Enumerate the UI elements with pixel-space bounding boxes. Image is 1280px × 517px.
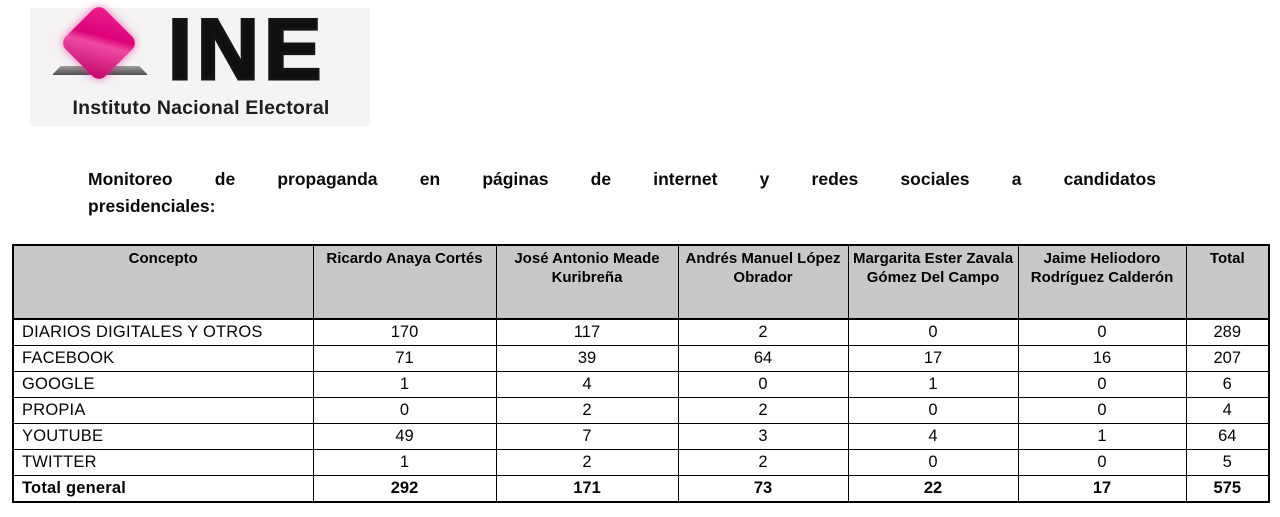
value-cell: 0: [677, 370, 849, 398]
column-header-total: Total: [1185, 244, 1270, 320]
value-cell: 1: [312, 448, 497, 476]
propaganda-monitoring-table-wrapper: Concepto Ricardo Anaya Cortés José Anton…: [12, 244, 1270, 503]
total-cell: 64: [1185, 422, 1270, 450]
page-title-line2: presidenciales:: [88, 196, 216, 216]
total-cell: 289: [1185, 318, 1270, 346]
total-cell: 5: [1185, 448, 1270, 476]
header-row: Concepto Ricardo Anaya Cortés José Anton…: [12, 244, 1270, 320]
value-cell: 17: [1017, 474, 1187, 503]
concepto-cell: DIARIOS DIGITALES Y OTROS: [12, 318, 314, 346]
value-cell: 1: [312, 370, 497, 398]
value-cell: 0: [1017, 448, 1187, 476]
table-row-diarios: DIARIOS DIGITALES Y OTROS 170 117 2 0 0 …: [12, 318, 1270, 346]
table-row-youtube: YOUTUBE 49 7 3 4 1 64: [12, 422, 1270, 450]
column-header-candidate-rodriguez: Jaime Heliodoro Rodríguez Calderón: [1017, 244, 1187, 320]
value-cell: 0: [847, 448, 1019, 476]
page-title-line1: Monitoreo de propaganda en páginas de in…: [88, 169, 1156, 189]
concepto-cell: GOOGLE: [12, 370, 314, 398]
value-cell: 117: [495, 318, 679, 346]
column-header-candidate-zavala: Margarita Ester Zavala Gómez Del Campo: [847, 244, 1019, 320]
total-cell: 6: [1185, 370, 1270, 398]
value-cell: 0: [1017, 318, 1187, 346]
value-cell: 292: [312, 474, 497, 503]
table-row-propia: PROPIA 0 2 2 0 0 4: [12, 396, 1270, 424]
value-cell: 4: [847, 422, 1019, 450]
value-cell: 49: [312, 422, 497, 450]
value-cell: 17: [847, 344, 1019, 372]
table-row-facebook: FACEBOOK 71 39 64 17 16 207: [12, 344, 1270, 372]
ine-acronym: INE: [166, 1, 327, 100]
propaganda-monitoring-table: Concepto Ricardo Anaya Cortés José Anton…: [12, 244, 1270, 503]
value-cell: 7: [495, 422, 679, 450]
ballot-box-emblem: [38, 3, 168, 104]
value-cell: 170: [312, 318, 497, 346]
value-cell: 171: [495, 474, 679, 503]
ine-subtitle: Instituto Nacional Electoral: [72, 97, 330, 119]
value-cell: 2: [677, 448, 849, 476]
value-cell: 2: [495, 448, 679, 476]
total-cell: 207: [1185, 344, 1270, 372]
column-header-candidate-anaya: Ricardo Anaya Cortés: [312, 244, 497, 320]
value-cell: 3: [677, 422, 849, 450]
total-cell: 4: [1185, 396, 1270, 424]
table-row-total-general: Total general 292 171 73 22 17 575: [12, 474, 1270, 503]
concepto-cell: Total general: [12, 474, 314, 503]
value-cell: 1: [847, 370, 1019, 398]
value-cell: 2: [677, 396, 849, 424]
ine-logo: INE Instituto Nacional Electoral: [30, 1, 370, 126]
table-body: DIARIOS DIGITALES Y OTROS 170 117 2 0 0 …: [12, 318, 1270, 503]
total-cell: 575: [1185, 474, 1270, 503]
value-cell: 64: [677, 344, 849, 372]
table-row-google: GOOGLE 1 4 0 1 0 6: [12, 370, 1270, 398]
value-cell: 0: [1017, 370, 1187, 398]
value-cell: 4: [495, 370, 679, 398]
value-cell: 0: [847, 396, 1019, 424]
value-cell: 16: [1017, 344, 1187, 372]
concepto-cell: PROPIA: [12, 396, 314, 424]
page-title: Monitoreo de propaganda en páginas de in…: [88, 166, 1156, 220]
table-row-twitter: TWITTER 1 2 2 0 0 5: [12, 448, 1270, 476]
concepto-cell: TWITTER: [12, 448, 314, 476]
column-header-candidate-meade: José Antonio Meade Kuribreña: [495, 244, 679, 320]
value-cell: 39: [495, 344, 679, 372]
value-cell: 73: [677, 474, 849, 503]
value-cell: 22: [847, 474, 1019, 503]
column-header-concepto: Concepto: [12, 244, 314, 320]
concepto-cell: YOUTUBE: [12, 422, 314, 450]
value-cell: 0: [847, 318, 1019, 346]
value-cell: 71: [312, 344, 497, 372]
value-cell: 1: [1017, 422, 1187, 450]
column-header-candidate-lopez-obrador: Andrés Manuel López Obrador: [677, 244, 849, 320]
concepto-cell: FACEBOOK: [12, 344, 314, 372]
value-cell: 0: [312, 396, 497, 424]
value-cell: 0: [1017, 396, 1187, 424]
table-header: Concepto Ricardo Anaya Cortés José Anton…: [12, 244, 1270, 320]
value-cell: 2: [677, 318, 849, 346]
value-cell: 2: [495, 396, 679, 424]
